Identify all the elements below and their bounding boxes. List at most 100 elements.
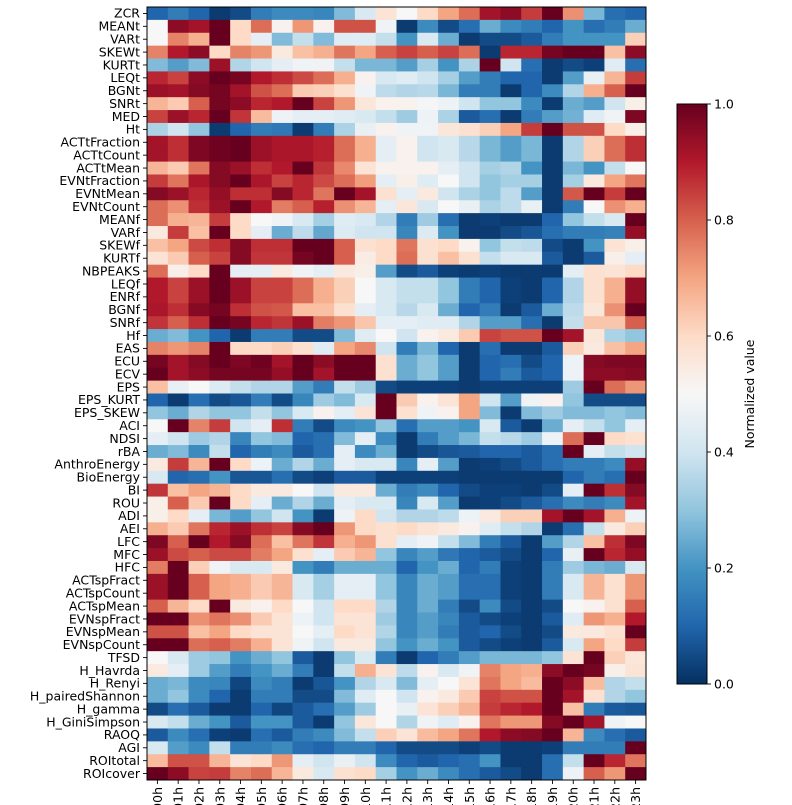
heatmap-cell xyxy=(313,638,335,652)
heatmap-cell xyxy=(292,161,314,175)
heatmap-cell xyxy=(167,638,190,652)
heatmap-cell xyxy=(334,522,356,536)
heatmap-cell xyxy=(625,612,647,626)
heatmap-cell xyxy=(396,741,418,755)
heatmap-cell xyxy=(521,58,543,72)
heatmap-cell xyxy=(188,599,210,614)
heatmap-cell xyxy=(271,45,294,60)
heatmap-cell xyxy=(458,483,481,498)
heatmap-cell xyxy=(479,638,501,652)
heatmap-cell xyxy=(583,728,605,742)
heatmap-cell xyxy=(458,535,481,549)
heatmap-cell xyxy=(500,58,522,72)
heatmap-cell xyxy=(167,689,190,704)
heatmap-cell xyxy=(458,354,481,369)
heatmap-cell xyxy=(209,664,231,678)
heatmap-cell xyxy=(313,264,335,279)
x-tick-label: 19h xyxy=(545,787,560,805)
heatmap-cell xyxy=(479,110,501,124)
heatmap-cell xyxy=(562,58,585,72)
heatmap-cell xyxy=(230,573,252,588)
heatmap-cell xyxy=(354,32,377,47)
heatmap-cell xyxy=(375,58,397,72)
x-tick-label: 05h xyxy=(254,787,269,805)
heatmap-cell xyxy=(583,174,605,188)
heatmap-cell xyxy=(396,535,418,549)
heatmap-cell xyxy=(292,432,314,446)
heatmap-cell xyxy=(458,651,481,665)
heatmap-cell xyxy=(334,419,356,433)
y-tick-label: NDSI xyxy=(109,431,140,446)
heatmap-cell xyxy=(458,522,481,536)
heatmap-cell xyxy=(542,341,564,356)
heatmap-cell xyxy=(396,97,418,111)
heatmap-cell xyxy=(562,522,585,536)
heatmap-cell xyxy=(375,303,397,317)
heatmap-cell xyxy=(334,200,356,214)
heatmap-cell xyxy=(604,238,626,253)
heatmap-cell xyxy=(271,689,294,704)
heatmap-cell xyxy=(458,71,481,85)
heatmap-cell xyxy=(375,329,397,343)
heatmap-cell xyxy=(167,264,190,279)
heatmap-cell xyxy=(521,148,543,163)
heatmap-cell xyxy=(625,110,647,124)
heatmap-cell xyxy=(167,45,190,60)
heatmap-cell xyxy=(354,226,377,240)
heatmap-cell xyxy=(438,174,460,188)
heatmap-cell xyxy=(458,58,481,72)
heatmap-cell xyxy=(521,406,543,420)
heatmap-cell xyxy=(583,457,605,472)
heatmap-cell xyxy=(188,586,210,601)
heatmap-cell xyxy=(562,277,585,291)
heatmap-cell xyxy=(521,676,543,691)
heatmap-cell xyxy=(438,71,460,85)
heatmap-cell xyxy=(417,754,439,768)
heatmap-cell xyxy=(604,767,626,781)
heatmap-cell xyxy=(292,226,314,240)
heatmap-cell xyxy=(396,612,418,626)
heatmap-cell xyxy=(542,238,564,253)
heatmap-cell xyxy=(292,702,314,717)
heatmap-cell xyxy=(188,110,210,124)
heatmap-cell xyxy=(209,226,231,240)
heatmap-cell xyxy=(396,341,418,356)
heatmap-cell xyxy=(521,625,543,639)
heatmap-cell xyxy=(230,329,252,343)
heatmap-cell xyxy=(271,560,294,575)
heatmap-cell xyxy=(209,419,231,433)
heatmap-cell xyxy=(354,316,377,330)
heatmap-cell xyxy=(209,71,231,85)
heatmap-cell xyxy=(292,612,314,626)
y-tick-label: ACTspMean xyxy=(69,598,140,613)
heatmap-cell xyxy=(458,754,481,768)
heatmap-cell xyxy=(147,84,169,98)
y-tick-label: BioEnergy xyxy=(77,470,141,485)
heatmap-cell xyxy=(209,135,231,150)
heatmap-cell xyxy=(375,548,397,562)
heatmap-cell xyxy=(562,715,585,729)
heatmap-cell xyxy=(625,676,647,691)
heatmap-cell xyxy=(292,238,314,253)
heatmap-cell xyxy=(625,19,647,34)
y-tick-label: LEQf xyxy=(111,276,141,291)
heatmap-cell xyxy=(147,213,169,227)
heatmap-cell xyxy=(209,445,231,459)
heatmap-cell xyxy=(313,419,335,433)
heatmap-cell xyxy=(458,277,481,291)
y-tick-label: H_pairedShannon xyxy=(30,689,140,704)
heatmap-cell xyxy=(375,213,397,227)
heatmap-cell xyxy=(230,664,252,678)
heatmap-cell xyxy=(438,573,460,588)
x-tick-label: 04h xyxy=(233,787,248,805)
heatmap-cell xyxy=(292,303,314,317)
heatmap-cell xyxy=(458,122,481,137)
heatmap-cell xyxy=(334,122,356,137)
heatmap-cell xyxy=(417,560,439,575)
heatmap-cell xyxy=(292,509,314,523)
heatmap-cell xyxy=(230,277,252,291)
heatmap-cell xyxy=(479,354,501,369)
heatmap-cell xyxy=(396,432,418,446)
y-tick-label: EVNtFraction xyxy=(59,173,140,188)
heatmap-cell xyxy=(417,135,439,150)
